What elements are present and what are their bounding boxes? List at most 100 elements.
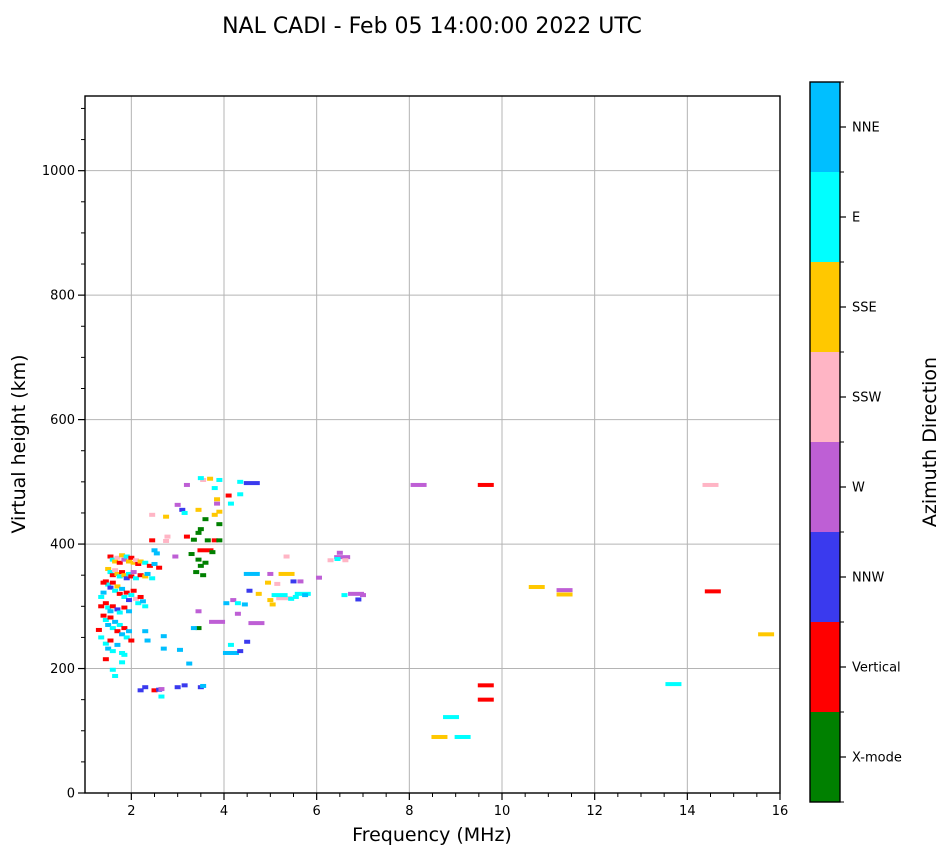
data-point — [225, 493, 232, 498]
data-point — [123, 554, 130, 559]
data-point — [107, 609, 114, 614]
data-point — [410, 482, 427, 487]
data-point — [116, 591, 123, 596]
data-point — [222, 650, 239, 655]
data-point — [211, 486, 218, 491]
y-tick-label: 800 — [50, 289, 75, 304]
data-point — [149, 512, 156, 517]
data-point — [105, 582, 112, 587]
data-point — [234, 611, 241, 616]
data-point — [102, 601, 109, 606]
data-point — [179, 507, 186, 512]
data-point — [142, 685, 149, 690]
data-point — [665, 682, 682, 687]
data-point — [267, 598, 274, 603]
data-point — [102, 657, 109, 662]
data-point — [248, 621, 265, 626]
y-tick-label: 400 — [50, 538, 75, 553]
data-point — [190, 626, 197, 631]
data-point — [195, 626, 202, 631]
data-point — [95, 627, 102, 632]
data-point — [137, 594, 144, 599]
y-tick-label: 1000 — [42, 164, 75, 179]
y-axis-label: Virtual height (km) — [8, 354, 30, 533]
data-point — [188, 552, 195, 557]
data-point — [216, 509, 223, 514]
data-point — [130, 560, 137, 565]
data-point — [214, 501, 221, 506]
data-point — [183, 482, 190, 487]
data-point — [100, 580, 107, 585]
data-point — [98, 635, 105, 640]
data-point — [315, 575, 322, 580]
data-point — [297, 579, 304, 584]
data-point — [267, 571, 274, 576]
data-point — [209, 619, 226, 624]
data-point — [102, 617, 109, 622]
data-point — [121, 605, 128, 610]
colorbar-segment — [810, 622, 840, 713]
data-point — [241, 602, 248, 607]
data-point — [195, 609, 202, 614]
data-point — [112, 674, 119, 679]
data-point — [109, 604, 116, 609]
data-point — [146, 563, 153, 568]
data-point — [139, 599, 146, 604]
data-point — [112, 619, 119, 624]
data-point — [126, 629, 133, 634]
x-tick-label: 12 — [586, 804, 603, 819]
data-point — [114, 629, 121, 634]
data-point — [200, 683, 207, 688]
data-point — [107, 585, 114, 590]
data-point — [137, 559, 144, 564]
data-point — [348, 591, 365, 596]
data-point — [243, 571, 260, 576]
data-point — [112, 568, 119, 573]
plot-render-root: 2 4 6 8 10 12 14 16 0 200 400 600 800 1000 NNE E SSE SSW W… — [42, 81, 902, 819]
data-point — [164, 534, 171, 539]
data-point — [132, 596, 139, 601]
data-point — [119, 570, 126, 575]
colorbar-category-label: NNW — [852, 571, 884, 586]
data-point — [190, 537, 197, 542]
data-point — [211, 538, 218, 543]
colorbar-category-label: E — [852, 211, 860, 226]
data-point — [195, 507, 202, 512]
data-point — [114, 571, 121, 576]
y-tick-label: 600 — [50, 413, 75, 428]
data-point — [288, 596, 295, 601]
data-point — [336, 550, 343, 555]
data-point — [109, 667, 116, 672]
data-point — [98, 594, 105, 599]
data-point — [119, 660, 126, 665]
data-point — [109, 649, 116, 654]
data-point — [109, 580, 116, 585]
colorbar-category-label: SSW — [852, 391, 882, 406]
data-point — [151, 548, 158, 553]
data-point — [193, 570, 200, 575]
data-point — [142, 604, 149, 609]
data-point — [142, 560, 149, 565]
data-point — [121, 594, 128, 599]
colorbar-segment — [810, 352, 840, 443]
data-point — [107, 570, 114, 575]
colorbar-category-label: SSE — [852, 301, 877, 316]
data-point — [334, 557, 341, 562]
data-point — [477, 482, 494, 487]
data-point — [197, 548, 214, 553]
data-point — [290, 579, 297, 584]
x-tick-label: 10 — [494, 804, 511, 819]
data-point — [454, 734, 471, 739]
data-point — [255, 591, 262, 596]
data-point — [135, 561, 142, 566]
colorbar-segment — [810, 712, 840, 803]
data-point — [112, 559, 119, 564]
data-point — [128, 555, 135, 560]
data-point — [100, 590, 107, 595]
colorbar-category-label: X-mode — [852, 751, 902, 766]
data-point — [477, 683, 494, 688]
data-point — [556, 592, 573, 597]
data-point — [163, 538, 170, 543]
data-point — [105, 605, 112, 610]
data-point — [200, 573, 207, 578]
